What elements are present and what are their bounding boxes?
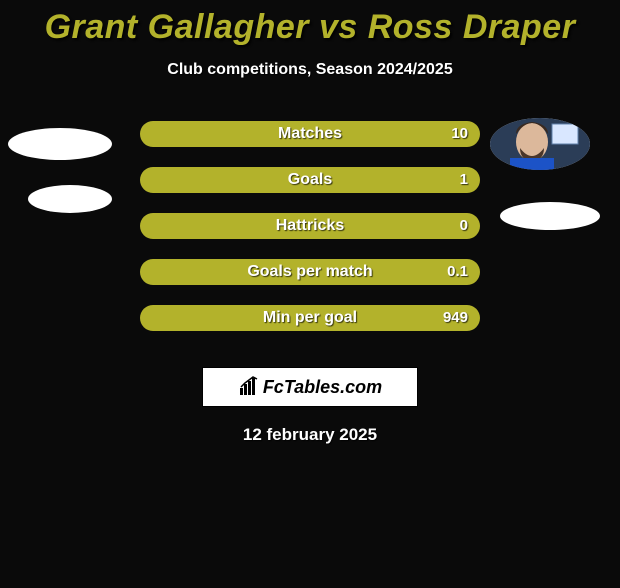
- left-player-avatar: [28, 185, 112, 213]
- stat-bar: Goals per match0.1: [140, 259, 480, 285]
- date-text: 12 february 2025: [0, 425, 620, 445]
- brand-text: FcTables.com: [263, 377, 382, 398]
- left-player-avatar: [8, 128, 112, 160]
- stat-value-right: 0.1: [447, 259, 468, 285]
- stat-value-right: 10: [451, 121, 468, 147]
- subtitle: Club competitions, Season 2024/2025: [0, 61, 620, 79]
- chart-icon: [238, 376, 260, 398]
- stat-value-right: 949: [443, 305, 468, 331]
- stat-bar: Goals1: [140, 167, 480, 193]
- right-player-avatar: [500, 202, 600, 230]
- stat-label: Matches: [140, 121, 480, 147]
- stat-value-right: 1: [460, 167, 468, 193]
- stat-label: Hattricks: [140, 213, 480, 239]
- brand-box[interactable]: FcTables.com: [202, 367, 418, 407]
- page-title: Grant Gallagher vs Ross Draper: [0, 8, 620, 47]
- stat-bar: Min per goal949: [140, 305, 480, 331]
- stat-label: Goals: [140, 167, 480, 193]
- comparison-content: Matches10Goals1Hattricks0Goals per match…: [0, 109, 620, 349]
- stat-bar: Matches10: [140, 121, 480, 147]
- right-player-avatar: [490, 118, 590, 170]
- stats-column: Matches10Goals1Hattricks0Goals per match…: [140, 121, 480, 351]
- stat-bar: Hattricks0: [140, 213, 480, 239]
- stat-label: Min per goal: [140, 305, 480, 331]
- stat-value-right: 0: [460, 213, 468, 239]
- stat-label: Goals per match: [140, 259, 480, 285]
